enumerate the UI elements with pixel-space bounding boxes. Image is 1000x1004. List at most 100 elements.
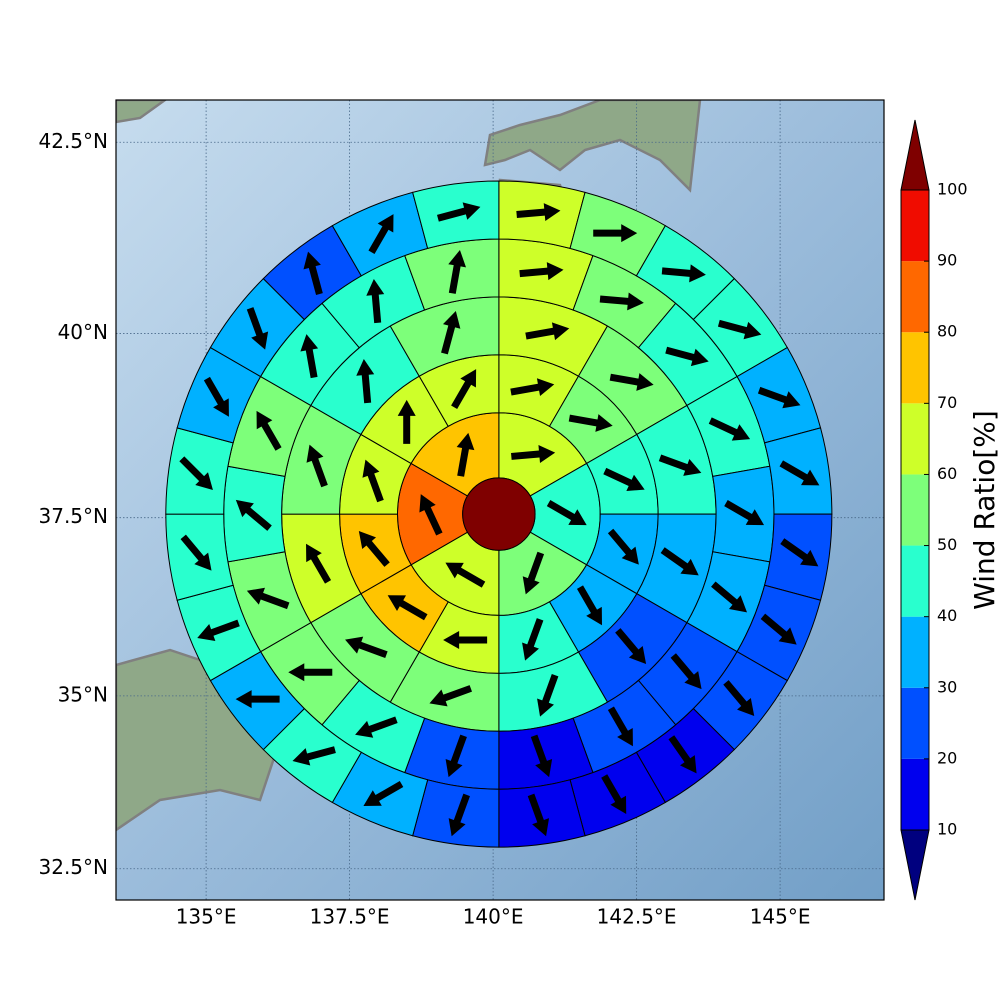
wind-arrow	[576, 585, 603, 626]
wind-arrow	[757, 386, 801, 409]
colorbar-bin	[901, 261, 929, 333]
colorbar-frame	[900, 189, 930, 831]
wind-arrow	[356, 359, 375, 404]
wind-arrow	[358, 530, 390, 567]
colorbar-bin	[901, 190, 929, 262]
wind-arrow	[665, 346, 709, 367]
wind-arrow	[661, 264, 706, 283]
wind-arrow	[779, 460, 820, 486]
colorbar-bin	[901, 474, 929, 546]
wind-arrow	[429, 685, 473, 707]
hokkaido	[483, 100, 702, 193]
wind-arrow	[366, 278, 385, 324]
colorbar-tick-label: 60	[937, 464, 957, 483]
wind-arrow	[179, 456, 213, 490]
wind-arrow	[658, 454, 702, 476]
x-tick-label: 140°E	[463, 905, 524, 929]
wind-arrow	[303, 251, 323, 295]
wind-arrow	[607, 528, 639, 565]
wind-arrow	[760, 613, 797, 645]
colorbar-tick-label: 40	[937, 606, 957, 625]
wind-arrow	[593, 224, 638, 243]
wind-arrow	[780, 538, 819, 567]
wind-arrow	[456, 432, 475, 477]
wind-arrow	[609, 373, 654, 391]
x-tick-label: 142.5°E	[597, 905, 677, 929]
wind-arrow	[603, 467, 645, 492]
korea-tip	[116, 100, 168, 124]
wind-arrow	[448, 793, 470, 837]
wind-arrow	[246, 587, 290, 610]
wind-arrow	[445, 734, 467, 778]
wind-arrow	[599, 292, 644, 311]
sector	[498, 779, 586, 848]
wind-arrow	[537, 674, 559, 717]
wind-arrow	[235, 690, 280, 709]
wind-arrow	[363, 780, 404, 807]
wind-arrow	[256, 410, 282, 451]
y-tick-label: 37.5°N	[39, 504, 109, 528]
wind-arrow	[615, 628, 647, 665]
wind-arrow	[668, 735, 697, 774]
wind-arrow	[511, 445, 556, 463]
wind-arrow	[180, 534, 212, 571]
x-tick-label: 137.5°E	[310, 905, 390, 929]
wind-arrow	[362, 459, 384, 503]
colorbar-bin	[901, 758, 929, 830]
colorbar-tick-label: 70	[937, 393, 957, 412]
x-tick-label: 135°E	[176, 905, 237, 929]
wind-arrow	[723, 680, 755, 717]
colorbar: 10 20 30 40 50 60 70 80 90 100	[900, 119, 968, 901]
wind-arrow	[724, 500, 765, 526]
wind-arrow	[711, 581, 748, 613]
wind-arrow	[235, 499, 272, 531]
colorbar-label: Wind Ratio[%]	[968, 410, 1000, 610]
colorbar-bin	[901, 545, 929, 617]
colorbar-tick-label: 10	[937, 820, 957, 839]
colorbar-bin	[901, 687, 929, 759]
wind-arrow	[445, 562, 486, 588]
wind-arrow	[546, 500, 587, 526]
wind-arrow	[441, 311, 461, 355]
y-tick-label: 32.5°N	[39, 855, 109, 879]
sector	[412, 779, 500, 848]
colorbar-tick-label: 90	[937, 251, 957, 270]
map-frame	[115, 99, 885, 901]
wind-arrow	[437, 202, 481, 222]
axes: 135°E 137.5°E 140°E 142.5°E 145°E 32.5°N 35°N 3…	[39, 129, 811, 929]
wind-arrow	[288, 663, 333, 682]
wind-arrow	[306, 543, 332, 584]
colorbar-tick-label: 30	[937, 677, 957, 696]
wind-arrow	[522, 551, 545, 595]
wind-arrow	[306, 444, 328, 488]
wind-arrow	[246, 307, 269, 350]
y-tick-label: 42.5°N	[39, 129, 109, 153]
wind-arrow	[203, 376, 229, 417]
wind-arrow	[660, 547, 699, 576]
wind-arrow	[355, 716, 398, 738]
colorbar-extend-high	[900, 119, 930, 191]
wind-arrow	[708, 417, 751, 441]
wind-arrow	[443, 630, 488, 649]
wind-arrow	[527, 793, 550, 837]
wind-arrow	[510, 378, 555, 397]
wind-arrow	[397, 399, 416, 444]
wind-arrow	[197, 619, 240, 641]
colorbar-tick-label: 20	[937, 748, 957, 767]
y-tick-label: 40°N	[58, 320, 108, 344]
wind-arrow	[292, 746, 336, 766]
wind-arrow	[530, 734, 553, 778]
wind-arrow	[345, 636, 388, 658]
wind-arrow	[670, 653, 702, 690]
wind-arrow	[516, 203, 561, 222]
colorbar-extend-low	[900, 829, 930, 901]
wind-arrow	[601, 774, 627, 815]
colorbar-bin	[901, 403, 929, 475]
center-disk	[462, 477, 536, 551]
wind-arrow	[519, 262, 564, 281]
wind-arrow	[368, 214, 394, 254]
colorbar-tick-label: 80	[937, 322, 957, 341]
wind-arrow	[607, 706, 633, 747]
y-tick-label: 35°N	[58, 682, 108, 706]
